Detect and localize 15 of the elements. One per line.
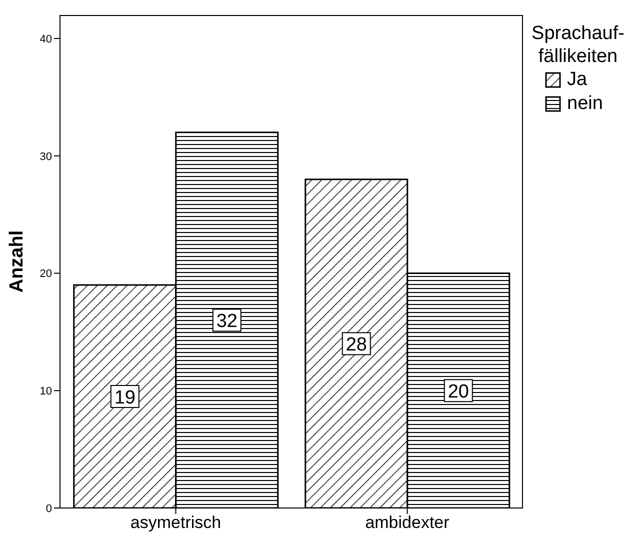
y-tick-label: 30 xyxy=(40,150,52,163)
y-tick-label: 40 xyxy=(40,33,52,46)
legend-title: Sprachauf-fällikeiten xyxy=(530,22,626,68)
data-label: 28 xyxy=(346,334,367,356)
x-tick-label: asymetrisch xyxy=(130,513,222,532)
text: nein xyxy=(567,93,603,115)
x-tick-label: ambidexter xyxy=(365,513,450,532)
y-tick-label: 0 xyxy=(46,502,52,515)
text: Ja xyxy=(567,69,588,91)
y-tick-label: 10 xyxy=(40,386,52,398)
y-axis-title: Anzahl xyxy=(6,230,28,293)
y-tick-label: 20 xyxy=(40,268,52,280)
data-label: 20 xyxy=(448,382,469,403)
data-label: 32 xyxy=(216,311,238,332)
data-label: 19 xyxy=(114,387,136,408)
